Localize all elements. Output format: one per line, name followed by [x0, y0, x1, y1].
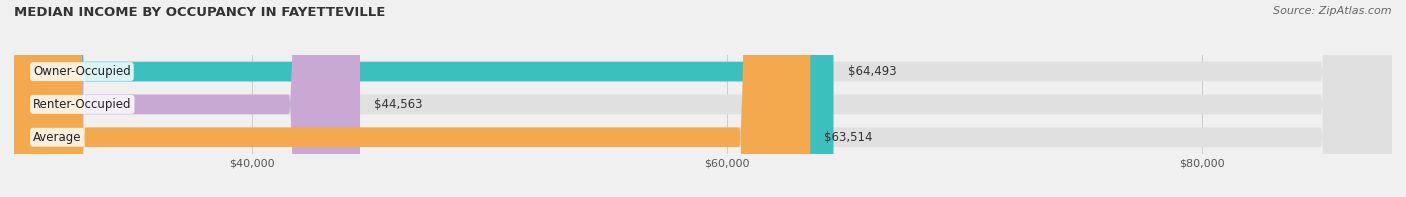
- Text: MEDIAN INCOME BY OCCUPANCY IN FAYETTEVILLE: MEDIAN INCOME BY OCCUPANCY IN FAYETTEVIL…: [14, 6, 385, 19]
- Text: Source: ZipAtlas.com: Source: ZipAtlas.com: [1274, 6, 1392, 16]
- Text: Renter-Occupied: Renter-Occupied: [34, 98, 132, 111]
- FancyBboxPatch shape: [14, 0, 810, 197]
- FancyBboxPatch shape: [14, 0, 360, 197]
- Text: $44,563: $44,563: [374, 98, 423, 111]
- Text: $64,493: $64,493: [848, 65, 897, 78]
- Text: Average: Average: [34, 131, 82, 144]
- FancyBboxPatch shape: [14, 0, 1392, 197]
- FancyBboxPatch shape: [14, 0, 1392, 197]
- Text: Owner-Occupied: Owner-Occupied: [34, 65, 131, 78]
- FancyBboxPatch shape: [14, 0, 1392, 197]
- FancyBboxPatch shape: [14, 0, 834, 197]
- Text: $63,514: $63,514: [824, 131, 873, 144]
